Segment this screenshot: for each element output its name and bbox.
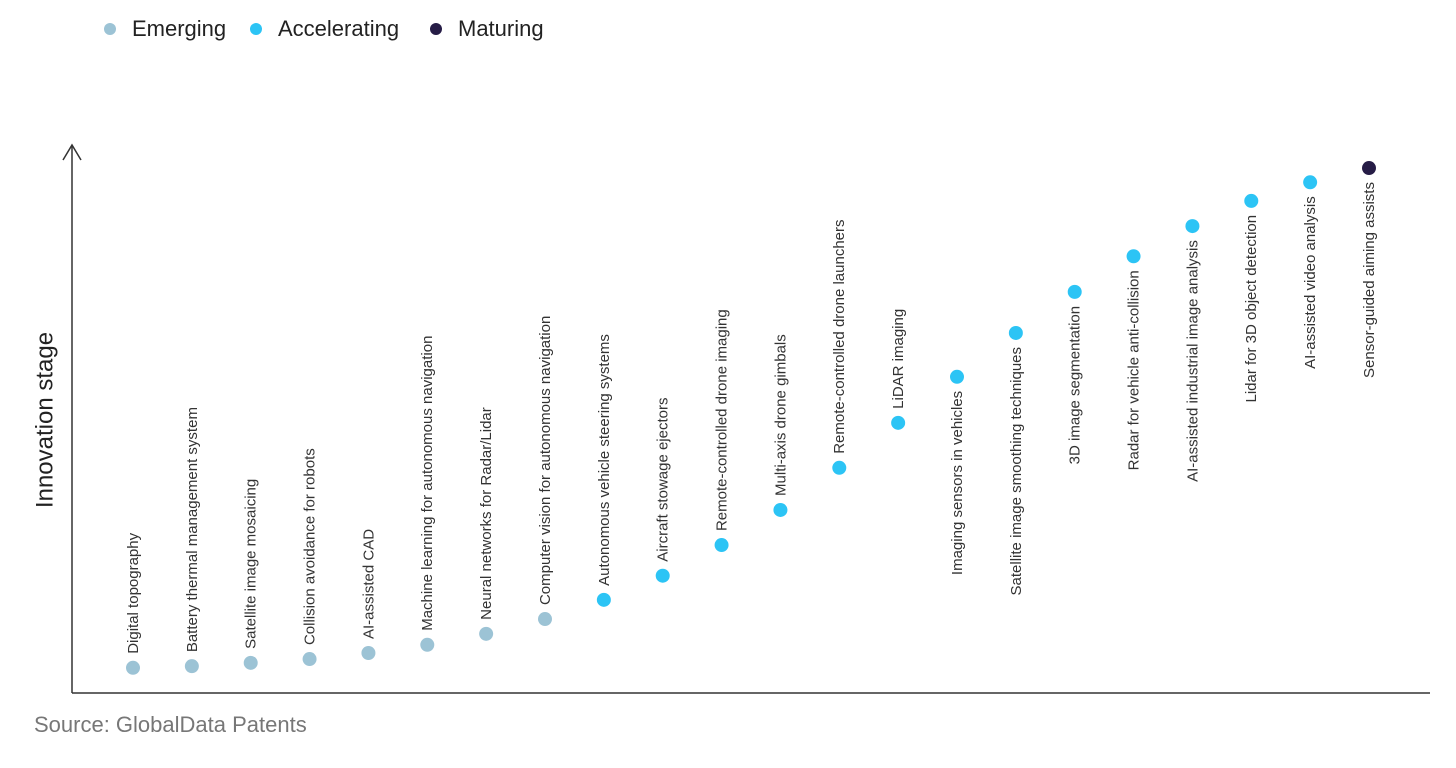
data-point xyxy=(773,502,788,517)
category-label: Sensor-guided aiming assists xyxy=(1361,182,1378,378)
category-label: Digital topography xyxy=(125,532,142,653)
category-label: Imaging sensors in vehicles xyxy=(949,391,966,575)
data-point xyxy=(1008,325,1023,340)
data-point xyxy=(243,655,258,670)
legend-marker xyxy=(104,23,116,35)
category-label: AI-assisted video analysis xyxy=(1302,196,1319,369)
category-label: Satellite image smoothing techniques xyxy=(1008,347,1025,595)
legend-label: Maturing xyxy=(458,16,544,41)
category-label: Remote-controlled drone launchers xyxy=(831,219,848,453)
category-label: Battery thermal management system xyxy=(184,407,201,652)
data-point xyxy=(420,637,435,652)
legend-marker xyxy=(430,23,442,35)
legend-label: Emerging xyxy=(132,16,226,41)
data-point xyxy=(479,626,494,641)
data-point xyxy=(361,645,376,660)
category-label: Lidar for 3D object detection xyxy=(1243,215,1260,403)
category-label: Machine learning for autonomous navigati… xyxy=(419,336,436,631)
category-label: Aircraft stowage ejectors xyxy=(655,397,672,561)
category-label: Remote-controlled drone imaging xyxy=(714,309,731,531)
data-point xyxy=(538,612,552,627)
y-axis-arrow xyxy=(62,143,82,161)
category-label: Computer vision for autonomous navigatio… xyxy=(537,316,554,605)
data-point xyxy=(596,592,611,607)
legend-marker xyxy=(250,23,262,35)
category-label: Satellite image mosaicing xyxy=(243,479,260,649)
data-point xyxy=(126,660,140,675)
data-point xyxy=(950,369,964,384)
category-label: Multi-axis drone gimbals xyxy=(772,334,789,496)
data-point xyxy=(1362,161,1376,176)
data-point xyxy=(1244,193,1259,208)
data-point xyxy=(302,652,317,667)
legend-label: Accelerating xyxy=(278,16,399,41)
category-label: AI-assisted industrial image analysis xyxy=(1184,240,1201,482)
category-label: Radar for vehicle anti-collision xyxy=(1126,270,1143,470)
category-label: 3D image segmentation xyxy=(1067,306,1084,464)
category-label: Autonomous vehicle steering systems xyxy=(596,334,613,586)
data-point xyxy=(1126,249,1141,264)
category-label: LiDAR imaging xyxy=(890,309,907,409)
category-label: Collision avoidance for robots xyxy=(302,448,319,645)
category-label: Neural networks for Radar/Lidar xyxy=(478,407,495,620)
data-point xyxy=(714,538,729,553)
category-label: AI-assisted CAD xyxy=(360,529,377,639)
data-point xyxy=(1067,284,1082,299)
source: Source: GlobalData Patents xyxy=(34,712,307,737)
data-point xyxy=(832,460,847,475)
data-point xyxy=(184,659,199,674)
data-point xyxy=(891,415,906,430)
data-point xyxy=(1303,175,1318,190)
data-point xyxy=(655,568,670,583)
data-point xyxy=(1185,219,1200,234)
y-axis-label: Innovation stage xyxy=(31,332,58,508)
